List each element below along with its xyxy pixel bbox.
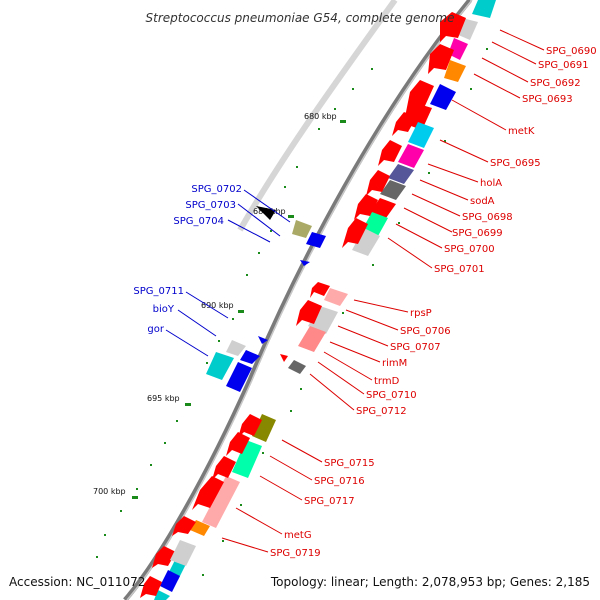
gene-label: SPG_0716 bbox=[314, 476, 365, 487]
gene-label: SPG_0711 bbox=[133, 286, 184, 297]
forward-strand-genes bbox=[154, 0, 496, 600]
gene-label: SPG_0707 bbox=[390, 342, 441, 353]
accession-text: Accession: NC_011072 bbox=[9, 575, 145, 589]
red-arrow-genes bbox=[140, 12, 466, 598]
gene-label: holA bbox=[480, 178, 502, 189]
tick-label: 700 kbp bbox=[93, 487, 126, 496]
gene-label: rpsP bbox=[410, 308, 432, 319]
left-leader-lines bbox=[165, 189, 291, 357]
tick-dots bbox=[96, 10, 490, 576]
map-title: Streptococcus pneumoniae G54, complete g… bbox=[146, 11, 455, 25]
gene-label: sodA bbox=[470, 196, 495, 207]
gene-label: trmD bbox=[374, 376, 400, 387]
tick-label: 690 kbp bbox=[201, 301, 234, 310]
right-gene-labels: SPG_0690 SPG_0691 SPG_0692 SPG_0693 metK… bbox=[270, 46, 597, 559]
gene-label: rimM bbox=[382, 358, 407, 369]
gene-label: SPG_0717 bbox=[304, 496, 355, 507]
gene-label: SPG_0698 bbox=[462, 212, 513, 223]
gene-label: SPG_0691 bbox=[538, 60, 589, 71]
gene-label: SPG_0702 bbox=[191, 184, 242, 195]
tick-label: 695 kbp bbox=[147, 394, 180, 403]
gene-label: bioY bbox=[153, 304, 175, 315]
gene-label: SPG_0715 bbox=[324, 458, 375, 469]
gene-label: SPG_0699 bbox=[452, 228, 503, 239]
gene-label: SPG_0692 bbox=[530, 78, 581, 89]
gene-label: SPG_0710 bbox=[366, 390, 417, 401]
topology-text: Topology: linear; Length: 2,078,953 bp; … bbox=[270, 575, 590, 589]
gene-label: SPG_0690 bbox=[546, 46, 597, 57]
gene-label: SPG_0695 bbox=[490, 158, 541, 169]
gene-label: metK bbox=[508, 126, 535, 137]
outer-track bbox=[237, 0, 398, 232]
gene-label: SPG_0719 bbox=[270, 548, 321, 559]
gene-label: SPG_0703 bbox=[185, 200, 236, 211]
gene-label: SPG_0704 bbox=[173, 216, 224, 227]
gene-label: SPG_0706 bbox=[400, 326, 451, 337]
gene-label: SPG_0700 bbox=[444, 244, 495, 255]
reverse-strand-genes bbox=[170, 206, 326, 566]
tick-label: 680 kbp bbox=[304, 112, 337, 121]
right-leader-lines bbox=[221, 29, 545, 553]
gene-label: SPG_0701 bbox=[434, 264, 485, 275]
gene-label: SPG_0693 bbox=[522, 94, 573, 105]
gene-label: SPG_0712 bbox=[356, 406, 407, 417]
genome-backbone bbox=[123, 0, 472, 600]
gene-label: gor bbox=[147, 324, 164, 335]
gene-label: metG bbox=[284, 530, 312, 541]
left-gene-labels: SPG_0702 SPG_0703 SPG_0704 SPG_0711 bioY… bbox=[133, 184, 242, 335]
